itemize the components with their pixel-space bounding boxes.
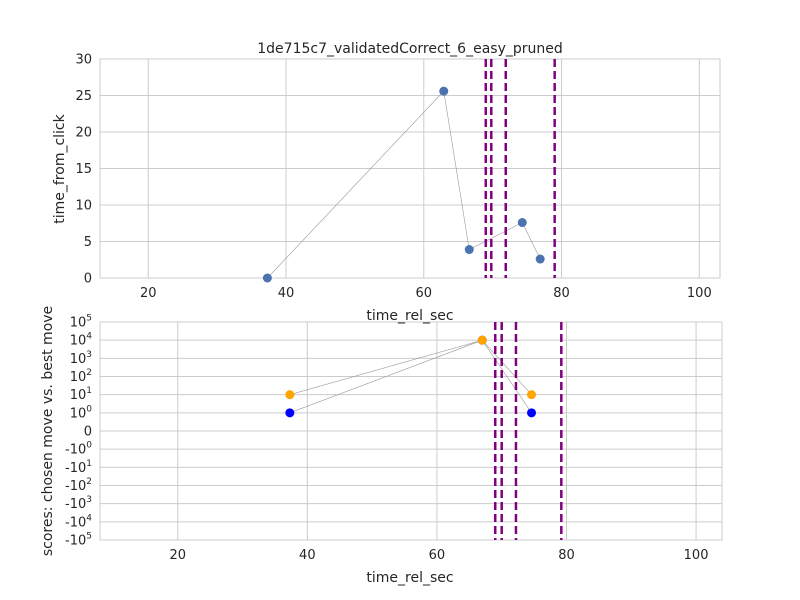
chart-1-series-line	[267, 90, 541, 279]
chart-2-point	[285, 390, 295, 400]
chart-2-y-tick-label: -103	[65, 495, 92, 512]
chart-2-x-tick-label: 60	[429, 548, 446, 563]
chart-1-y-tick-label: 30	[75, 53, 92, 68]
chart-2-point	[527, 408, 537, 418]
chart-1-y-tick-label: 0	[84, 272, 92, 287]
chart-1-frame	[99, 58, 721, 279]
chart-1-point	[517, 218, 527, 228]
chart-2-point	[477, 335, 487, 345]
chart-2-y-tick-label: -104	[65, 513, 92, 530]
chart-2-y-tick-label: 104	[70, 332, 93, 349]
chart-1-axes: 20 40 60 80 100 0 5 10 15 20 25 30	[75, 53, 721, 301]
chart-2-x-tick-label: 20	[169, 548, 186, 563]
chart-1-x-tick-label: 100	[687, 286, 712, 301]
chart-1-x-tick-label: 40	[278, 286, 295, 301]
chart-1-y-tick-label: 15	[75, 162, 92, 177]
chart-2-y-tick-label: -105	[65, 532, 92, 549]
chart-2-y-tick-label: 102	[70, 368, 92, 385]
chart-2-y-tick-label: 100	[70, 404, 93, 421]
chart-2-x-tick-label: 40	[299, 548, 316, 563]
chart-2-y-tick-label: -101	[65, 459, 92, 476]
chart-2-y-tick-label: 103	[70, 350, 92, 367]
chart-2-x-tick-label: 100	[684, 548, 709, 563]
chart-1-y-tick-label: 25	[75, 89, 92, 104]
chart-1-title: 1de715c7_validatedCorrect_6_easy_pruned	[257, 41, 563, 57]
chart-1-xlabel: time_rel_sec	[366, 308, 453, 324]
chart-1-ylabel: time_from_click	[52, 113, 68, 223]
chart-2-y-tick-label: -100	[65, 441, 92, 458]
chart-1-y-tick-label: 10	[75, 199, 92, 214]
chart-2-x-tick-label: 80	[558, 548, 575, 563]
chart-1-point	[464, 245, 474, 255]
chart-1-x-tick-label: 20	[140, 286, 157, 301]
chart-2-xlabel: time_rel_sec	[366, 570, 453, 586]
chart-2-axes: 20 40 60 80 1001051041031021011000-100-101-1…	[65, 314, 723, 563]
chart-1-point	[262, 273, 272, 283]
chart-1-y-tick-label: 5	[84, 235, 92, 250]
chart-2-frame	[99, 321, 723, 541]
chart-2-point	[285, 408, 295, 418]
chart-1-point	[439, 86, 449, 96]
chart-2-y-tick-label: -102	[65, 477, 92, 494]
chart-1-point	[535, 254, 545, 264]
chart-2-point	[527, 390, 537, 400]
chart-1-y-tick-label: 20	[75, 126, 92, 141]
chart-1-x-tick-label: 60	[416, 286, 433, 301]
chart-2-y-tick-label: 101	[70, 386, 92, 403]
chart-1-x-tick-label: 80	[553, 286, 570, 301]
chart-2-ylabel: scores: chosen move vs. best move	[40, 306, 56, 556]
chart-2-y-tick-label: 105	[70, 314, 92, 331]
chart-2-y-tick-label: 0	[84, 425, 92, 440]
